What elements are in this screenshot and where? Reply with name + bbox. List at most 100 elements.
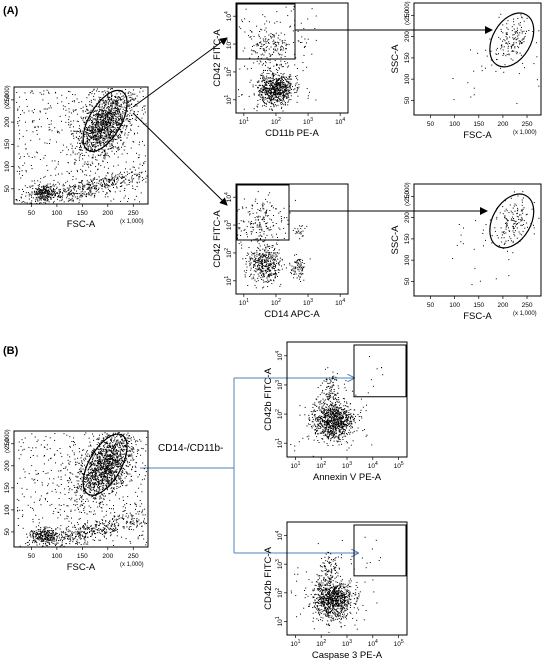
event-dot — [74, 161, 76, 163]
event-dot — [280, 218, 282, 220]
event-dot — [110, 111, 112, 113]
event-dot — [133, 113, 135, 115]
event-dot — [124, 461, 126, 463]
event-dot — [142, 90, 144, 92]
event-dot — [116, 129, 118, 131]
event-dot — [100, 129, 102, 131]
event-dot — [72, 200, 74, 202]
event-dot — [516, 35, 518, 37]
event-dot — [266, 87, 268, 89]
x-tick-label: 250 — [522, 121, 533, 128]
event-dot — [40, 197, 42, 199]
event-dot — [112, 445, 114, 447]
event-dot — [258, 243, 260, 245]
event-dot — [120, 113, 122, 115]
event-dot — [89, 125, 91, 126]
event-dot — [289, 88, 291, 90]
event-dot — [265, 105, 267, 107]
event-dot — [296, 232, 298, 234]
event-dot — [104, 177, 106, 179]
event-dot — [130, 147, 132, 149]
event-dot — [108, 179, 110, 181]
event-dot — [520, 214, 522, 216]
event-dot — [281, 93, 283, 95]
event-dot — [289, 262, 291, 264]
event-dot — [268, 34, 270, 36]
event-dot — [96, 142, 98, 144]
event-dot — [91, 181, 92, 182]
event-dot — [109, 131, 111, 133]
event-dot — [103, 122, 105, 124]
event-dot — [267, 93, 269, 95]
event-dot — [88, 133, 90, 135]
event-dot — [503, 231, 505, 232]
event-dot — [38, 184, 40, 185]
event-dot — [106, 139, 108, 141]
event-dot — [288, 87, 290, 89]
event-dot — [34, 193, 36, 195]
event-dot — [113, 112, 115, 114]
event-dot — [298, 86, 300, 88]
event-dot — [239, 227, 241, 229]
event-dot — [261, 94, 263, 96]
event-dot — [93, 136, 94, 138]
event-dot — [103, 102, 105, 104]
event-dot — [275, 44, 277, 46]
event-dot — [95, 134, 97, 136]
event-dot — [277, 92, 279, 94]
event-dot — [45, 108, 47, 110]
event-dot — [288, 77, 290, 79]
event-dot — [97, 114, 99, 116]
event-dot — [281, 96, 283, 98]
event-dot — [267, 281, 269, 283]
event-dot — [275, 272, 277, 274]
event-dot — [73, 485, 75, 486]
event-dot — [299, 231, 301, 233]
event-dot — [281, 88, 283, 90]
event-dot — [273, 262, 275, 264]
event-dot — [251, 205, 253, 207]
event-dot — [104, 150, 105, 151]
event-dot — [278, 227, 280, 229]
event-dot — [505, 232, 507, 234]
event-dot — [127, 438, 129, 439]
event-dot — [59, 191, 61, 192]
event-dot — [490, 50, 492, 52]
event-dot — [86, 112, 88, 114]
event-dot — [93, 145, 95, 147]
event-dot — [126, 118, 128, 120]
event-dot — [266, 255, 268, 256]
event-dot — [87, 136, 88, 138]
event-dot — [105, 126, 107, 128]
event-dot — [264, 270, 266, 271]
event-dot — [266, 265, 268, 267]
event-dot — [98, 176, 100, 178]
event-dot — [83, 192, 85, 194]
event-dot — [274, 263, 275, 265]
event-dot — [107, 116, 108, 118]
event-dot — [296, 267, 298, 269]
event-dot — [284, 34, 286, 36]
event-dot — [263, 255, 264, 256]
event-dot — [110, 468, 112, 470]
event-dot — [276, 96, 278, 97]
event-dot — [288, 85, 290, 87]
event-dot — [289, 74, 291, 75]
event-dot — [262, 71, 264, 73]
event-dot — [81, 180, 83, 182]
event-dot — [273, 98, 275, 100]
event-dot — [263, 102, 265, 103]
event-dot — [108, 182, 110, 183]
event-dot — [259, 254, 261, 256]
x-axis-label: FSC-A — [67, 562, 96, 573]
event-dot — [272, 86, 274, 88]
event-dot — [258, 254, 260, 256]
event-dot — [289, 81, 291, 83]
event-dot — [114, 118, 116, 120]
event-dot — [294, 267, 296, 268]
event-dot — [105, 443, 107, 444]
x-axis-label: FSC-A — [67, 219, 96, 230]
event-dot — [247, 252, 249, 254]
event-dot — [73, 162, 75, 164]
event-dot — [267, 279, 269, 281]
